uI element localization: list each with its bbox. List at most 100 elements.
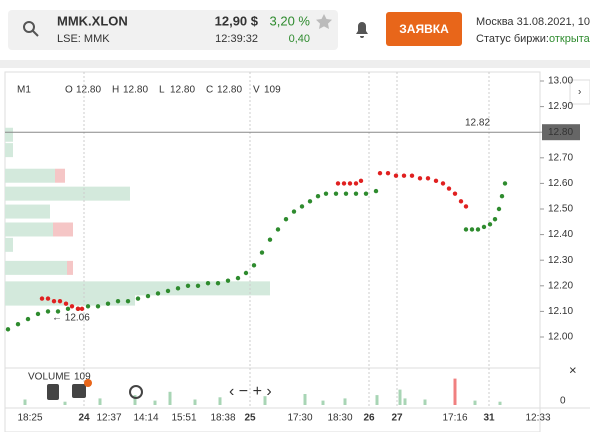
- timeframe: M1: [17, 85, 31, 96]
- y-tick-label: 12.60: [548, 178, 573, 189]
- search-icon[interactable]: [23, 21, 35, 33]
- price-dot: [417, 176, 423, 181]
- price-dot: [205, 281, 211, 286]
- search-box[interactable]: [8, 10, 338, 50]
- price-dot: [481, 224, 487, 230]
- annotation: ← 12.06: [52, 312, 90, 323]
- time: 12:39:32: [215, 33, 258, 45]
- order-button[interactable]: [386, 12, 462, 46]
- price-dot: [409, 173, 415, 178]
- tool-icon[interactable]: [129, 385, 143, 399]
- ohlc-key: C: [206, 85, 213, 96]
- symbol: MMK.XLON: [57, 13, 128, 28]
- bell[interactable]: [356, 22, 368, 38]
- price-dot: [155, 291, 161, 296]
- search-icon: [32, 30, 39, 37]
- volume-bar: [153, 400, 157, 405]
- profile-bar: [5, 143, 13, 158]
- price-dot: [341, 181, 347, 186]
- datetime: Москва 31.08.2021, 10:: [476, 16, 590, 28]
- price-dot: [51, 298, 57, 304]
- ohlc-value: 12.80: [217, 85, 242, 96]
- price-dot: [393, 173, 399, 178]
- close-panel[interactable]: ×: [569, 362, 577, 377]
- x-tick-label: 18:30: [327, 413, 352, 424]
- change: 0,40: [289, 33, 310, 45]
- ohlc-key: O: [65, 85, 73, 96]
- price-dot: [291, 209, 297, 214]
- volume-bar: [343, 398, 347, 405]
- price-dot: [463, 204, 469, 209]
- price-dot: [145, 293, 151, 299]
- price-dot: [45, 309, 51, 314]
- collapse[interactable]: [569, 79, 590, 105]
- y-tick-label: 12.30: [548, 255, 573, 266]
- change-pct: 3,20 %: [270, 13, 311, 28]
- x-tick-label: 18:38: [210, 413, 235, 424]
- volume-bar: [63, 401, 67, 405]
- price-dot: [353, 181, 359, 186]
- y-tick-label: 12.70: [548, 152, 573, 163]
- price-dot: [275, 227, 281, 232]
- volume-bar: [168, 391, 172, 405]
- price-dot: [502, 181, 508, 186]
- volume-value: 109: [74, 372, 91, 383]
- price-dot: [69, 304, 75, 309]
- y-tick-label: 12.00: [548, 332, 573, 343]
- price-dot: [458, 199, 464, 204]
- price-dot: [243, 270, 249, 276]
- profile-bar: [5, 222, 53, 237]
- x-tick-label: 12:33: [525, 413, 550, 424]
- price-dot: [165, 288, 171, 294]
- x-tick-label: 31: [483, 413, 495, 424]
- price-dot: [55, 309, 61, 314]
- price-dot: [39, 296, 45, 301]
- x-tick-label: 27: [391, 413, 403, 424]
- price-dot: [452, 191, 458, 196]
- profile-bar-red: [53, 222, 73, 237]
- last-price-label: 12.80: [548, 127, 573, 138]
- y-tick-label: 12.40: [548, 229, 573, 240]
- tool-icon[interactable]: ‹ − + ›: [229, 383, 272, 400]
- price-dot: [259, 250, 265, 255]
- tool-icon[interactable]: [47, 384, 59, 400]
- ohlc-value: 12.80: [170, 85, 195, 96]
- price-dot: [358, 178, 364, 184]
- price-dot: [105, 301, 111, 306]
- ohlc-value: 12.80: [123, 85, 148, 96]
- price-dot: [175, 286, 181, 291]
- x-tick-label: 26: [363, 413, 375, 424]
- y-tick-label: 13.00: [548, 76, 573, 87]
- volume-bar: [193, 399, 197, 405]
- price-dot: [492, 217, 498, 222]
- volume-bar: [423, 399, 427, 405]
- volume-bar: [133, 395, 137, 405]
- price-dot: [463, 227, 469, 232]
- volume-bar: [303, 394, 307, 405]
- x-tick-label: 18:25: [17, 413, 42, 424]
- profile-bar: [5, 186, 130, 201]
- price-dot: [225, 278, 231, 283]
- price-dot: [267, 237, 273, 242]
- volume-bar: [23, 399, 27, 405]
- price-dot: [65, 306, 71, 312]
- price-dot: [115, 298, 121, 304]
- order-button-label: ЗАЯВКА: [399, 22, 449, 36]
- x-tick-label: 14:14: [133, 413, 158, 424]
- y-tick-label: 12.10: [548, 306, 573, 317]
- volume-bar: [218, 397, 222, 405]
- profile-bar: [5, 291, 135, 306]
- price-dot: [195, 283, 201, 288]
- price-dot: [496, 206, 502, 212]
- tool-icon[interactable]: [72, 384, 86, 398]
- ohlc-value: 109: [264, 85, 281, 96]
- price-dot: [85, 304, 91, 309]
- price-dot: [235, 275, 241, 281]
- ohlc-value: 12.80: [76, 85, 101, 96]
- star[interactable]: [316, 14, 332, 29]
- price-dot: [125, 298, 131, 304]
- volume-bar: [98, 398, 102, 405]
- y-tick-label: 12.50: [548, 204, 573, 215]
- profile-bar-red: [55, 168, 65, 183]
